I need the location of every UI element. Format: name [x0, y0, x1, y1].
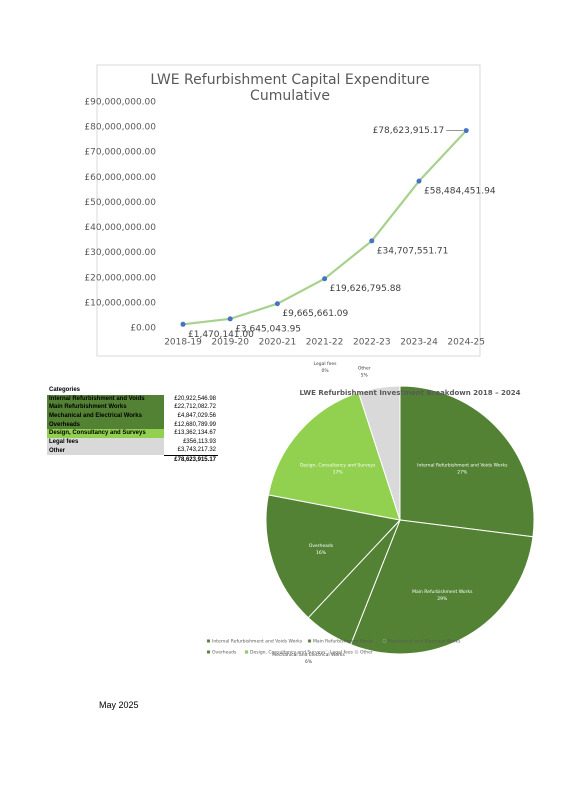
category-cell: Legal fees [47, 437, 164, 447]
y-tick-label: £80,000,000.00 [84, 123, 156, 133]
legend-label: Mechanical and Electrical Works [388, 639, 461, 645]
point [369, 238, 375, 244]
date: May 2025 [99, 700, 139, 710]
legend-label: Design, Consultancy and Surveys [250, 650, 326, 656]
point [227, 316, 233, 322]
amount-cell: £20,922,546.98 [174, 395, 216, 402]
table-row: Main Refurbishment Works £22,712,082.72 [47, 403, 218, 412]
y-tick-label: £10,000,000.00 [84, 298, 156, 308]
table: Categories Internal Refurbishment and Voi… [47, 386, 218, 465]
category-cell: Main Refurbishment Works [47, 403, 164, 412]
pie-slice [265, 494, 401, 619]
x-tick-label: 2023-24 [400, 338, 438, 348]
category-cell: Other [47, 446, 164, 456]
data-label: £58,484,451.94 [424, 187, 496, 197]
legend-swatch [354, 650, 359, 654]
slice-label: Mechanical and Electrical Works [272, 652, 345, 658]
point [463, 128, 469, 134]
x-tick-label: 2020-21 [259, 338, 297, 348]
pie-slice [350, 519, 534, 655]
slice-label: Overheads [309, 543, 334, 549]
slice-percent: 27% [457, 470, 468, 476]
table-cell [47, 455, 164, 464]
data-label: £9,665,661.09 [282, 309, 348, 319]
point [322, 276, 328, 282]
amount-cell: £22,712,082.72 [174, 404, 216, 411]
total-cell: £78,623,915.17 [164, 454, 218, 465]
x-tick-label: 2024-25 [447, 338, 485, 348]
chart-title: LWE Refurbishment Capital Expenditure Cu… [150, 72, 430, 104]
table-row: Overheads £12,680,789.99 [47, 420, 218, 429]
table-row: £78,623,915.17 [47, 454, 218, 465]
y-tick-label: £50,000,000.00 [84, 198, 156, 208]
table-row: Internal Refurbishment and Voids £20,922,… [47, 394, 218, 404]
table-row: Other £3,743,217.32 [47, 446, 218, 456]
slice-percent: 6% [305, 659, 313, 665]
slice-percent: 5% [361, 372, 369, 378]
amount-cell: £12,680,789.99 [174, 421, 216, 428]
pie-slice [357, 385, 401, 521]
legend-label: Overheads [212, 650, 237, 656]
category-cell: Design, Consultancy and Surveys [47, 428, 164, 438]
point [180, 321, 186, 327]
table-row: Mechanical and Electrical Works £4,847,02… [47, 411, 218, 421]
slice-label: Other [358, 365, 371, 371]
data-label: £1,470,141.00 [188, 330, 254, 340]
table-header: Categories [49, 387, 81, 394]
data-label: £3,645,043.95 [235, 324, 301, 334]
y-tick-label: £0.00 [130, 324, 156, 334]
y-tick-label: £90,000,000.00 [84, 98, 156, 108]
data-label: £78,623,915.17 [373, 126, 445, 136]
point [416, 178, 422, 184]
y-tick-label: £60,000,000.00 [84, 173, 156, 183]
slice-percent: 16% [316, 550, 327, 556]
slice-percent: 29% [437, 596, 448, 602]
table-row: Categories [47, 386, 218, 395]
slice-label: Main Refurbishment Works [412, 589, 473, 595]
amount-cell: £3,743,217.32 [177, 447, 216, 454]
y-tick-label: £70,000,000.00 [84, 148, 156, 158]
table-row: Design, Consultancy and Surveys £13,362,1… [47, 428, 218, 438]
amount-cell: £4,847,029.56 [177, 413, 216, 420]
slice-label: Legal fees [314, 361, 338, 367]
slice-label: Internal Refurbishment and Voids Works [417, 463, 508, 469]
x-tick-label: 2018-19 [164, 338, 202, 348]
category-cell: Internal Refurbishment and Voids [47, 394, 164, 404]
y-tick-label: £40,000,000.00 [84, 223, 156, 233]
amount-cell: £356,113.93 [183, 438, 216, 445]
point [274, 301, 280, 307]
legend-swatch [206, 639, 211, 643]
chart-title: LWE Refurbishment Investment Breakdown 2… [299, 389, 521, 397]
pie-slice [267, 391, 401, 521]
y-tick-label: £30,000,000.00 [84, 248, 156, 258]
legend-label: Internal Refurbishment and Voids Works [212, 639, 303, 645]
pie-slice [399, 385, 535, 538]
legend-swatch [244, 650, 249, 654]
category-cell: Overheads [47, 420, 164, 429]
category-cell: Mechanical and Electrical Works [47, 411, 164, 421]
data-label: £34,707,551.71 [377, 246, 449, 256]
legend-swatch [206, 650, 211, 654]
legend-label: Other [360, 650, 373, 656]
legend-swatch [324, 650, 329, 654]
amount-cell: £13,362,134.67 [174, 430, 216, 437]
slice-percent: 17% [333, 470, 344, 476]
table-row: Legal fees £356,113.93 [47, 437, 218, 447]
table-cell [164, 386, 218, 395]
slice-percent: 0% [321, 368, 329, 374]
line-chart-frame [96, 64, 481, 357]
data-label: £19,626,795.88 [330, 284, 402, 294]
slice-label: Design, Consultancy and Surveys [300, 463, 376, 469]
x-tick-label: 2021-22 [306, 338, 344, 348]
y-tick-label: £20,000,000.00 [84, 273, 156, 283]
legend-swatch [382, 639, 387, 643]
legend-label: Main Refurbishment Works [313, 639, 374, 645]
x-tick-label: 2019-20 [211, 338, 249, 348]
legend-swatch [307, 639, 312, 643]
legend-label: Legal fees [330, 650, 354, 656]
x-tick-label: 2022-23 [353, 338, 391, 348]
